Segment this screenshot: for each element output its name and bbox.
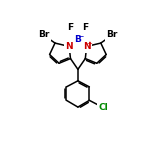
Text: N: N [65, 42, 73, 51]
Text: F: F [67, 23, 74, 32]
Text: +: + [86, 41, 92, 47]
Text: N: N [83, 42, 90, 51]
Text: −: − [77, 32, 84, 41]
Text: Cl: Cl [99, 103, 108, 112]
Text: Br: Br [38, 31, 49, 40]
Text: B: B [74, 35, 81, 43]
Text: Br: Br [107, 31, 118, 40]
Text: F: F [82, 23, 88, 32]
